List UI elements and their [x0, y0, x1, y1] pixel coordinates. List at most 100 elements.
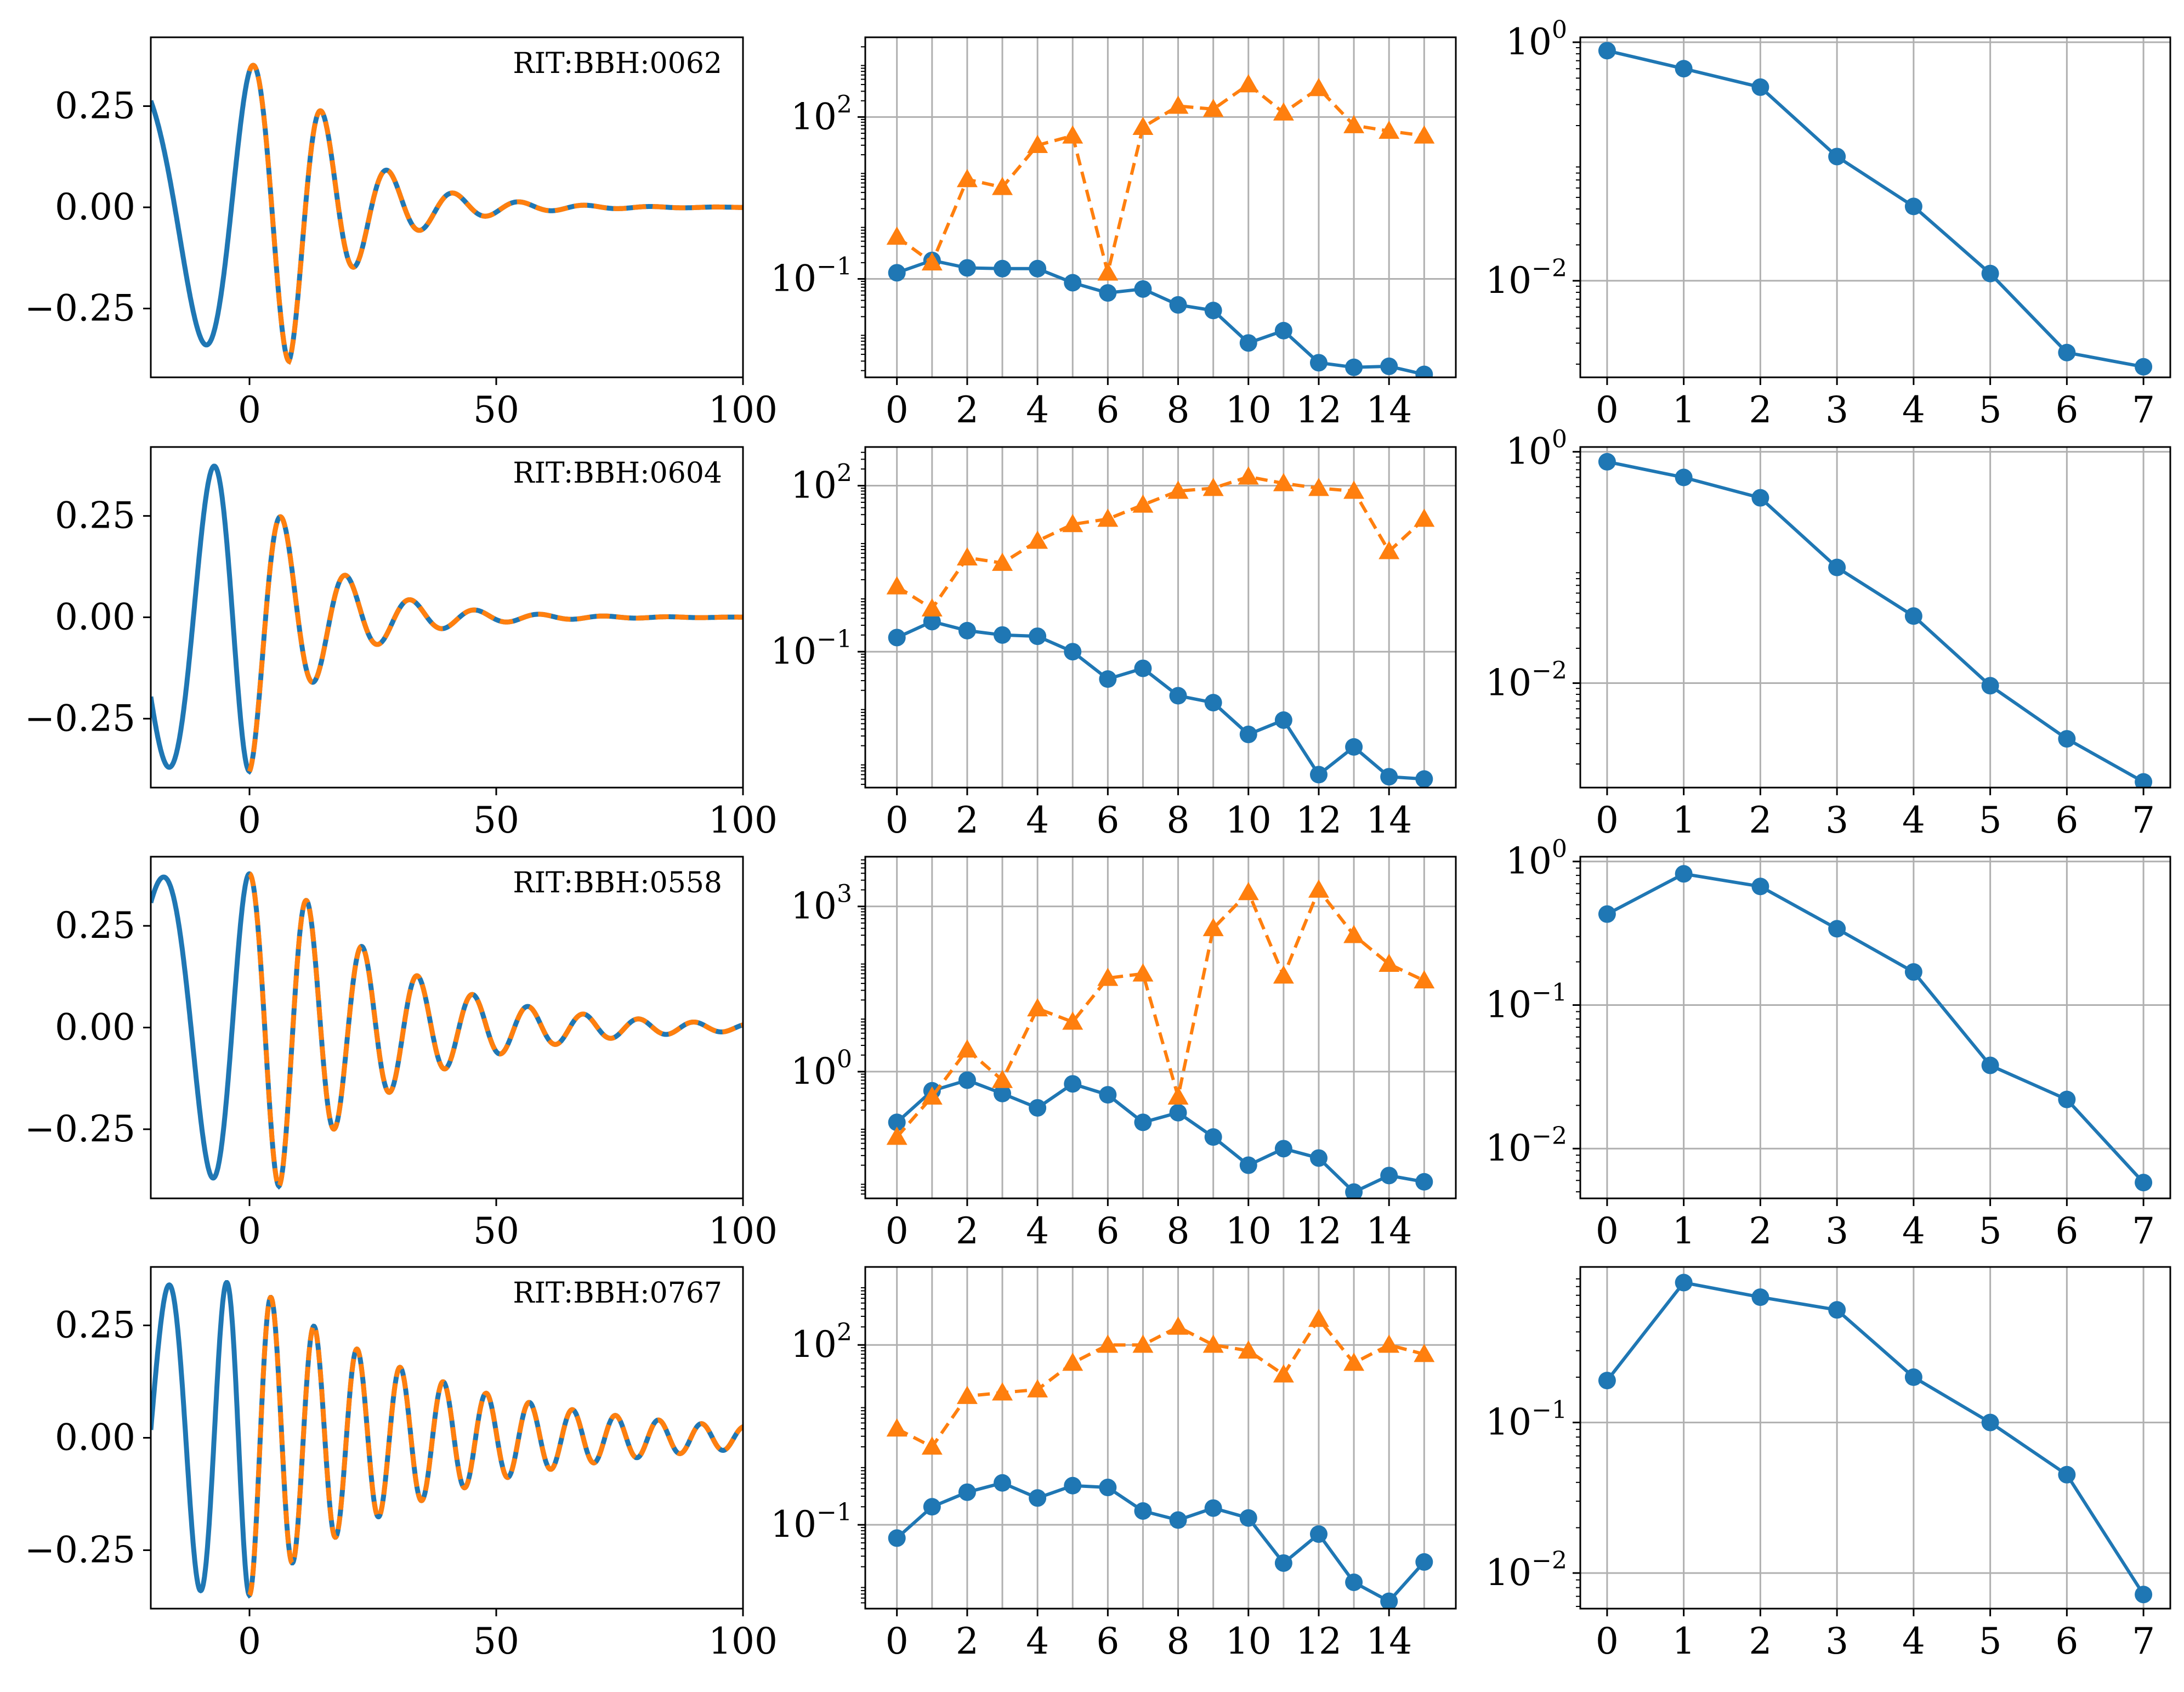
y-axis: 100 10−2: [1485, 16, 1580, 365]
x-tick-label: 3: [1825, 389, 1848, 431]
y-tick-label: 0.00: [55, 1417, 135, 1459]
data-point: [1415, 770, 1433, 788]
decay-panel-3: 0 1 2 3 4 5 6 7 10−1 10−2: [1485, 1266, 2171, 1662]
data-point: [1345, 1573, 1363, 1591]
data-point: [1239, 1156, 1257, 1174]
data-point: [1238, 466, 1259, 485]
series-fit: [247, 1294, 743, 1597]
x-tick-label: 7: [2132, 1210, 2155, 1252]
grid: [865, 37, 1456, 377]
x-tick-label: 6: [2055, 1620, 2078, 1662]
x-tick-label: 7: [2132, 799, 2155, 841]
data-point: [1204, 1128, 1222, 1146]
x-tick-label: 6: [2055, 1210, 2078, 1252]
data-point: [1134, 1113, 1152, 1131]
y-tick-label: 10−1: [770, 625, 852, 672]
y-axis: 100 10−2: [1485, 426, 1580, 765]
run-label: RIT:BBH:0558: [513, 867, 722, 899]
y-tick-label: 10−1: [770, 253, 852, 300]
data-point: [1309, 1525, 1328, 1543]
mode-scan-panel-1: 0 2 4 6 8 10 12 14 102 10−1: [770, 446, 1457, 841]
data-point: [1029, 1099, 1047, 1117]
data-point: [1238, 74, 1259, 93]
series-line: [895, 1481, 1426, 1604]
x-tick-label: 6: [2055, 799, 2078, 841]
data-point: [1380, 357, 1398, 375]
data-point: [1273, 473, 1294, 491]
data-point: [1904, 963, 1922, 981]
x-tick-label: 4: [1902, 799, 1925, 841]
series-fit: [247, 63, 743, 365]
data-point: [994, 626, 1012, 644]
series-blue-circles: [1598, 452, 2153, 788]
x-tick-label: 0: [238, 389, 261, 431]
data-point: [1132, 116, 1154, 135]
data-point: [1064, 643, 1082, 661]
x-axis: 0 2 4 6 8 10 12 14: [886, 788, 1412, 841]
data-point: [1379, 120, 1400, 139]
data-point: [1379, 953, 1400, 972]
data-point: [1167, 1316, 1189, 1335]
y-tick-label: 10−1: [1485, 1396, 1567, 1444]
x-axis: 0 1 2 3 4 5 6 7: [1596, 1609, 2155, 1662]
data-point: [1751, 489, 1769, 507]
x-tick-label: 5: [1979, 799, 2002, 841]
axes-frame: [864, 856, 1457, 1199]
data-point: [1273, 965, 1294, 984]
data-point: [1274, 321, 1292, 339]
data-point: [958, 1071, 976, 1089]
y-axis: 0.25 0.00 −0.25: [25, 495, 151, 739]
data-point: [992, 177, 1013, 195]
x-tick-label: 0: [1596, 799, 1619, 841]
data-point: [1132, 963, 1154, 982]
data-point: [2135, 773, 2153, 788]
y-tick-label: 0.25: [55, 84, 135, 127]
decay-panel-2: 0 1 2 3 4 5 6 7 100 10−1 10−2: [1485, 835, 2171, 1252]
series-blue-circles: [888, 1071, 1433, 1198]
series-blue-circles: [888, 251, 1433, 377]
run-label: RIT:BBH:0767: [513, 1277, 722, 1310]
x-tick-label: 7: [2132, 1620, 2155, 1662]
data-point: [958, 1483, 976, 1501]
y-tick-label: −0.25: [25, 1529, 135, 1571]
y-tick-label: 102: [791, 1318, 852, 1366]
data-point: [1204, 1499, 1222, 1517]
x-axis: 0 50 100: [238, 788, 778, 841]
x-tick-label: 2: [1749, 1620, 1772, 1662]
x-tick-label: 8: [1167, 389, 1190, 431]
y-tick-label: 10−2: [1485, 657, 1567, 704]
x-tick-label: 50: [473, 389, 519, 431]
data-point: [1828, 558, 1846, 576]
data-point: [1027, 530, 1048, 549]
mode-scan-panel-3: 0 2 4 6 8 10 12 14 102 10−1: [770, 1266, 1457, 1662]
data-point: [1981, 677, 1999, 695]
x-tick-label: 3: [1825, 1620, 1848, 1662]
grid: [865, 857, 1456, 1198]
data-point: [1169, 687, 1187, 705]
data-point: [1598, 1372, 1616, 1390]
data-point: [1029, 1489, 1047, 1507]
data-point: [1309, 1149, 1328, 1167]
data-point: [1097, 1334, 1119, 1353]
data-point: [1345, 1183, 1363, 1198]
data-point: [1097, 967, 1119, 986]
series-line: [1606, 1281, 2145, 1595]
data-point: [921, 1436, 943, 1455]
y-tick-label: 0.00: [55, 596, 135, 638]
y-tick-label: 103: [791, 880, 852, 927]
data-point: [956, 168, 978, 188]
data-point: [1308, 78, 1329, 97]
data-point: [1598, 42, 1616, 60]
x-tick-label: 6: [1096, 389, 1119, 431]
y-axis: 100 10−1 10−2: [1485, 835, 1580, 1193]
x-tick-label: 8: [1167, 799, 1190, 841]
plot-area: [1598, 42, 2153, 376]
data-point: [2058, 1090, 2076, 1108]
y-tick-label: 10−2: [1485, 1122, 1567, 1169]
data-point: [1238, 1340, 1259, 1359]
x-axis: 0 2 4 6 8 10 12 14: [886, 377, 1412, 431]
x-tick-label: 2: [1749, 1210, 1772, 1252]
x-tick-label: 12: [1296, 1210, 1342, 1252]
x-tick-label: 7: [2132, 389, 2155, 431]
